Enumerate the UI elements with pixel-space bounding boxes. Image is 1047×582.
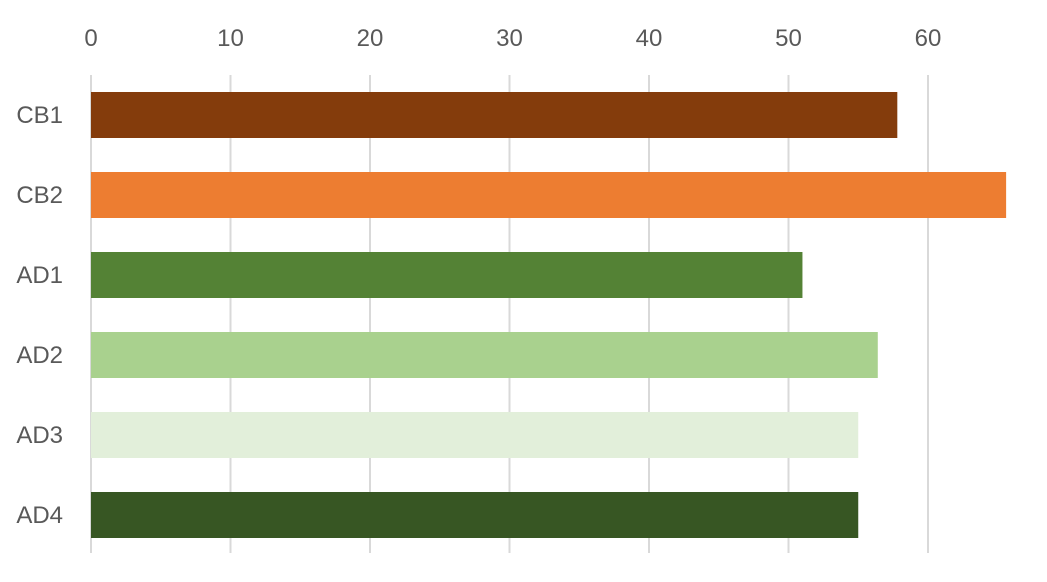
category-labels: CB1 CB2 AD1 AD2 AD3 AD4 xyxy=(16,102,63,529)
x-tick-label: 20 xyxy=(357,25,384,52)
category-label-ad2: AD2 xyxy=(16,342,63,369)
bar-cb2 xyxy=(91,172,1007,218)
bar-ad1 xyxy=(91,252,803,298)
bars xyxy=(91,92,1007,538)
bar-ad3 xyxy=(91,412,859,458)
x-tick-label: 30 xyxy=(496,25,523,52)
category-label-ad4: AD4 xyxy=(16,502,63,529)
bar-ad2 xyxy=(91,332,878,378)
x-tick-label: 60 xyxy=(915,25,942,52)
x-tick-label: 40 xyxy=(636,25,663,52)
bar-cb1 xyxy=(91,92,898,138)
category-label-cb2: CB2 xyxy=(16,182,63,209)
category-label-ad3: AD3 xyxy=(16,422,63,449)
category-label-cb1: CB1 xyxy=(16,102,63,129)
x-tick-label: 50 xyxy=(775,25,802,52)
x-tick-label: 10 xyxy=(217,25,244,52)
x-tick-label: 0 xyxy=(84,25,97,52)
gridlines xyxy=(90,75,929,553)
bar-ad4 xyxy=(91,492,859,538)
category-label-ad1: AD1 xyxy=(16,262,63,289)
x-axis-ticks: 0 10 20 30 40 50 60 xyxy=(84,25,941,52)
